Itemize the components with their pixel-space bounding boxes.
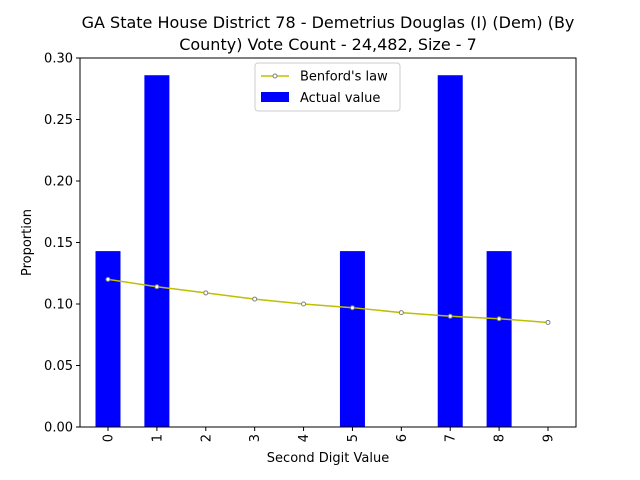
benford-line: [107, 278, 549, 324]
legend: Benford's law Actual value: [254, 62, 401, 112]
x-tick-label: 1: [150, 434, 165, 442]
benford-point-6: [398, 310, 404, 316]
legend-line-marker: [272, 73, 278, 79]
y-tick-label: 0.10: [44, 298, 73, 313]
chart-title-line-2: County) Vote Count - 24,482, Size - 7: [179, 35, 477, 54]
bar-8: [486, 251, 512, 427]
y-tick-label: 0.25: [44, 113, 73, 128]
benford-point-4: [301, 301, 307, 307]
y-tick-label: 0.00: [44, 421, 73, 436]
x-tick-label: 4: [297, 434, 312, 442]
y-tick-label: 0.20: [44, 175, 73, 190]
x-tick-label: 9: [542, 434, 557, 442]
y-axis: 0.00 0.05 0.10 0.15 0.20 0.25 0.30: [44, 52, 80, 436]
bar-1: [144, 75, 170, 427]
x-tick-label: 3: [248, 434, 263, 442]
y-tick-label: 0.15: [44, 236, 73, 251]
bar-7: [437, 75, 463, 427]
benford-point-7: [447, 313, 453, 319]
benford-point-3: [252, 296, 258, 302]
legend-box: [254, 62, 401, 112]
chart-title-line-1: GA State House District 78 - Demetrius D…: [82, 13, 575, 32]
x-tick-label: 0: [102, 434, 117, 442]
line-series: [105, 276, 551, 325]
x-tick-label: 2: [199, 434, 214, 442]
benford-point-1: [154, 284, 160, 290]
bar-5: [339, 251, 365, 427]
x-axis: 0 1 2 3 4 5 6 7 8 9: [102, 427, 557, 442]
x-tick-label: 5: [346, 434, 361, 442]
y-tick-label: 0.05: [44, 359, 73, 374]
bar-group: [95, 75, 512, 427]
benford-point-8: [496, 316, 502, 322]
legend-label-actual: Actual value: [300, 91, 380, 106]
x-tick-label: 6: [395, 434, 410, 442]
x-tick-label: 8: [493, 434, 508, 442]
benford-point-2: [203, 290, 209, 296]
benford-point-9: [545, 319, 551, 325]
benford-point-5: [349, 305, 355, 311]
y-axis-label: Proportion: [20, 209, 35, 276]
x-tick-label: 7: [444, 434, 459, 442]
x-axis-label: Second Digit Value: [267, 451, 389, 466]
y-tick-label: 0.30: [44, 52, 73, 67]
legend-bar-swatch: [261, 92, 289, 102]
legend-label-benford: Benford's law: [300, 70, 388, 85]
benford-point-0: [105, 276, 111, 282]
